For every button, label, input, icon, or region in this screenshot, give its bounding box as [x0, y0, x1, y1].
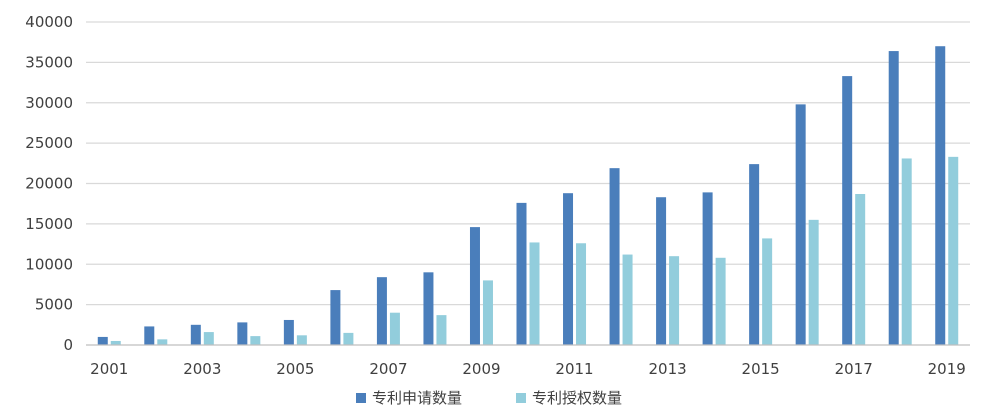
bar-grant-2010 [529, 242, 540, 345]
bar-apply-2012 [609, 168, 620, 345]
bar-apply-2005 [283, 319, 294, 345]
x-tick-label: 2011 [555, 360, 593, 378]
y-tick-label: 15000 [25, 215, 73, 233]
bar-apply-2011 [563, 193, 574, 345]
bars [97, 46, 959, 346]
legend-label-apply: 专利申请数量 [372, 389, 462, 407]
x-tick-label: 2001 [90, 360, 128, 378]
bar-grant-2002 [157, 339, 168, 345]
bar-apply-2016 [795, 104, 806, 346]
y-tick-label: 35000 [25, 53, 73, 71]
gridlines [86, 21, 970, 306]
y-axis: 0 5000 10000 15000 20000 25000 30000 35000 40000 [25, 13, 73, 354]
bar-grant-2007 [389, 312, 400, 345]
bar-grant-2006 [343, 332, 354, 345]
legend: 专利申请数量 专利授权数量 [356, 389, 622, 407]
bar-grant-2018 [901, 158, 912, 345]
bar-grant-2003 [203, 332, 214, 345]
bar-apply-2014 [702, 192, 713, 345]
bar-grant-2001 [110, 340, 121, 345]
bar-apply-2009 [469, 227, 480, 345]
bar-apply-2008 [423, 272, 434, 345]
x-tick-label: 2017 [835, 360, 873, 378]
y-tick-label: 10000 [25, 255, 73, 273]
y-tick-label: 30000 [25, 94, 73, 112]
x-tick-label: 2015 [742, 360, 780, 378]
bar-grant-2016 [808, 219, 819, 345]
bar-apply-2018 [888, 51, 899, 345]
bar-apply-2017 [842, 76, 853, 345]
y-tick-label: 25000 [25, 134, 73, 152]
bar-grant-2017 [855, 193, 866, 345]
legend-swatch-grant [516, 393, 526, 403]
legend-label-grant: 专利授权数量 [532, 389, 622, 407]
bar-apply-2019 [935, 46, 946, 345]
bar-grant-2004 [250, 336, 261, 345]
bar-apply-2015 [749, 164, 760, 345]
bar-grant-2013 [669, 256, 680, 345]
bar-apply-2010 [516, 202, 527, 345]
bar-grant-2011 [576, 243, 587, 345]
y-tick-label: 5000 [35, 296, 73, 314]
bar-apply-2013 [656, 197, 667, 345]
bar-apply-2002 [144, 326, 155, 345]
bar-grant-2012 [622, 254, 633, 345]
y-tick-label: 20000 [25, 175, 73, 193]
x-tick-label: 2009 [462, 360, 500, 378]
legend-swatch-apply [356, 393, 366, 403]
x-tick-label: 2003 [183, 360, 221, 378]
bar-apply-2004 [237, 322, 248, 345]
x-tick-label: 2005 [276, 360, 314, 378]
bar-grant-2015 [762, 238, 773, 345]
bar-apply-2001 [97, 336, 108, 345]
y-tick-label: 40000 [25, 13, 73, 31]
x-axis: 2001 2003 2005 2007 2009 2011 2013 2015 2017 2019 [86, 344, 970, 378]
x-tick-label: 2007 [369, 360, 407, 378]
bar-apply-2006 [330, 290, 341, 345]
bar-grant-2019 [948, 156, 959, 345]
y-tick-label: 0 [63, 336, 73, 354]
bar-grant-2014 [715, 257, 726, 345]
bar-grant-2009 [482, 280, 493, 345]
bar-grant-2005 [296, 335, 307, 345]
bar-apply-2003 [190, 324, 201, 345]
x-tick-label: 2013 [648, 360, 686, 378]
bar-grant-2008 [436, 315, 447, 345]
bar-apply-2007 [376, 277, 387, 345]
x-tick-label: 2019 [928, 360, 966, 378]
